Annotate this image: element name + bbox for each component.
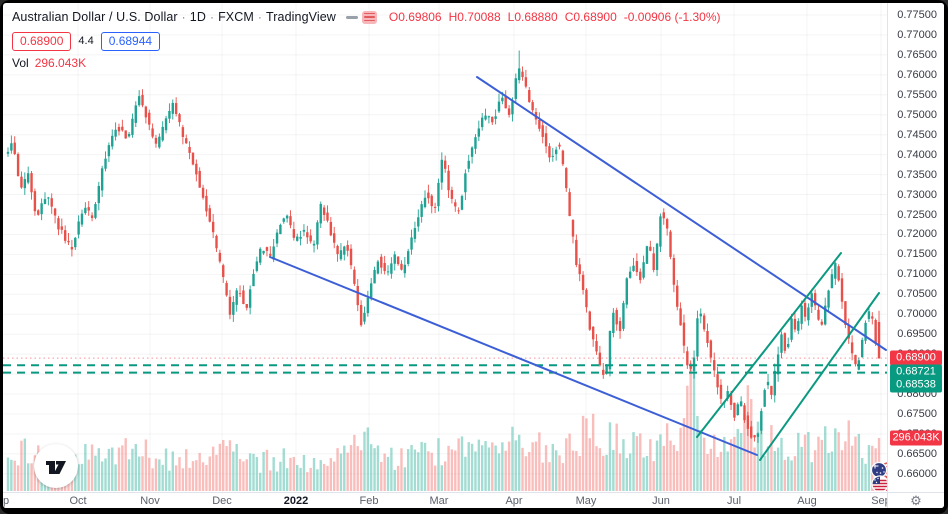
trendline-descending-channel-upper[interactable] bbox=[476, 76, 887, 351]
price-tick-label: 0.76500 bbox=[897, 48, 937, 61]
legend: Australian Dollar / U.S. Dollar · 1D · FXCM ·… bbox=[12, 7, 721, 71]
price-tick-label: 0.67500 bbox=[897, 408, 937, 420]
volume-label: Vol bbox=[12, 56, 29, 70]
time-tick-label: May bbox=[575, 495, 597, 507]
time-tick-label: p bbox=[3, 495, 10, 507]
price-chart-canvas[interactable] bbox=[3, 3, 887, 492]
tradingview-logo[interactable] bbox=[34, 444, 78, 488]
time-tick-label: Jun bbox=[652, 495, 670, 507]
low-value: L0.68880 bbox=[507, 10, 558, 24]
volume-value-badge[interactable]: 296.043K bbox=[890, 430, 942, 446]
axis-settings-gear-icon[interactable]: ⚙ bbox=[910, 493, 922, 508]
price-tick-label: 0.69500 bbox=[897, 328, 937, 341]
price-tick-label: 0.73000 bbox=[897, 188, 937, 201]
close-value: C0.68900 bbox=[564, 10, 617, 24]
high-value: H0.70088 bbox=[448, 10, 501, 24]
time-tick-label: Dec bbox=[212, 495, 232, 507]
trendline-ascending-channel-lower[interactable] bbox=[759, 292, 880, 461]
time-tick-label: Nov bbox=[140, 495, 160, 507]
time-tick-label: Sep bbox=[871, 495, 891, 507]
time-tick-label: Apr bbox=[505, 495, 523, 507]
price-tick-label: 0.75000 bbox=[897, 108, 937, 121]
volume-value: 296.043K bbox=[34, 56, 87, 70]
trendline-descending-channel-lower[interactable] bbox=[269, 256, 758, 456]
price-tick-label: 0.71500 bbox=[897, 248, 937, 261]
price-tick-label: 0.74000 bbox=[897, 148, 937, 161]
legend-menu-icon[interactable] bbox=[361, 10, 377, 24]
price-axis[interactable]: 0.77500 0.77000 0.76500 0.76000 0.75500 0.750… bbox=[887, 3, 944, 492]
price-tick-label: 0.76000 bbox=[897, 68, 937, 81]
time-tick-label: Jul bbox=[726, 495, 742, 507]
grid bbox=[3, 3, 887, 492]
time-tick-label: Mar bbox=[429, 495, 449, 507]
price-tick-label: 0.72000 bbox=[897, 228, 937, 241]
price-tick-label: 0.66000 bbox=[897, 467, 937, 480]
last-price-badge[interactable]: 0.68900 bbox=[890, 350, 942, 366]
australia-flag-icon bbox=[870, 461, 888, 479]
time-axis[interactable]: p Oct Nov Dec 2022 Feb Mar Apr May Jun Jul Aug Sep bbox=[3, 492, 891, 508]
price-tick-label: 0.66500 bbox=[897, 447, 937, 460]
price-tick-label: 0.70500 bbox=[897, 288, 937, 301]
candles bbox=[6, 50, 881, 443]
time-tick-label: 2022 bbox=[283, 495, 309, 507]
symbol-title[interactable]: Australian Dollar / U.S. Dollar · 1D · FXCM ·… bbox=[12, 10, 336, 24]
chart-area: Australian Dollar / U.S. Dollar · 1D · FXCM ·… bbox=[3, 3, 944, 508]
axis-corner: ⚙ bbox=[887, 492, 944, 508]
time-tick-label: Aug bbox=[797, 495, 817, 507]
open-value: O0.69806 bbox=[388, 10, 442, 24]
price-tick-label: 0.75500 bbox=[897, 88, 937, 101]
level-price-badge-1[interactable]: 0.68721 bbox=[890, 364, 942, 380]
volume-legend: Vol 296.043K bbox=[12, 55, 721, 71]
price-tick-label: 0.72500 bbox=[897, 208, 937, 221]
price-tick-label: 0.70000 bbox=[897, 308, 937, 321]
trendline-ascending-channel-upper[interactable] bbox=[696, 252, 842, 438]
price-tick-label: 0.77500 bbox=[897, 9, 937, 21]
price-tick-label: 0.73500 bbox=[897, 168, 937, 181]
legend-collapse-icon[interactable] bbox=[345, 15, 358, 19]
time-tick-label: Feb bbox=[359, 495, 379, 507]
sell-button[interactable]: 0.68900 bbox=[12, 31, 72, 51]
buy-button[interactable]: 0.68944 bbox=[100, 31, 161, 51]
volume-bars bbox=[6, 363, 881, 491]
ohlc-values: O0.69806 H0.70088 L0.68880 C0.68900 -0.0… bbox=[389, 10, 721, 24]
us-flag-icon bbox=[871, 475, 889, 493]
spread-value: 4.4 bbox=[78, 35, 94, 47]
change-value: -0.00906 (-1.30%) bbox=[623, 10, 721, 24]
time-tick-label: Oct bbox=[69, 495, 87, 507]
level-price-badge-2[interactable]: 0.68538 bbox=[890, 377, 942, 393]
price-tick-label: 0.74500 bbox=[897, 128, 937, 141]
price-tick-label: 0.77000 bbox=[897, 28, 937, 41]
tradingview-logo-icon bbox=[46, 461, 66, 474]
price-tick-label: 0.71000 bbox=[897, 268, 937, 281]
